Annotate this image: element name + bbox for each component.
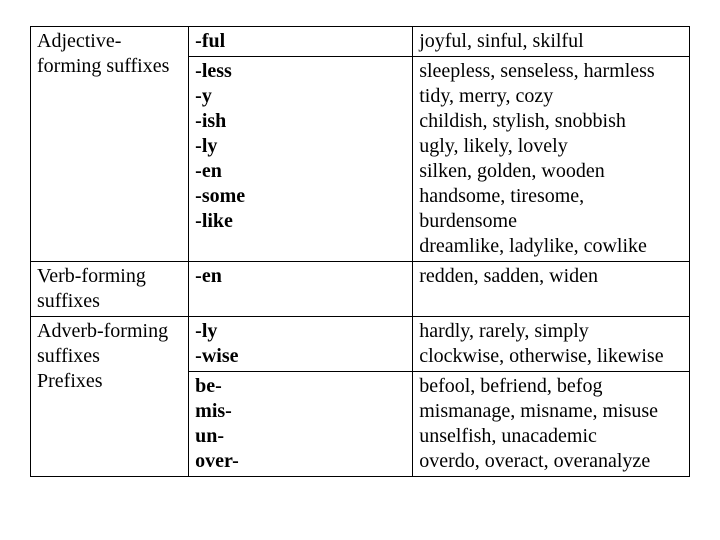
affix-cell: -ful: [189, 27, 413, 57]
table-row: Verb-forming suffixes -en redden, sadden…: [31, 262, 690, 317]
examples-cell: hardly, rarely, simply clockwise, otherw…: [413, 317, 690, 372]
examples-cell: befool, befriend, befog mismanage, misna…: [413, 372, 690, 477]
affix-cell: -ly -wise: [189, 317, 413, 372]
category-cell: Verb-forming suffixes: [31, 262, 189, 317]
table-row: Adverb-forming suffixes Prefixes -ly -wi…: [31, 317, 690, 372]
affix-cell: -less -y -ish -ly -en -some -like: [189, 57, 413, 262]
category-cell: Adverb-forming suffixes Prefixes: [31, 317, 189, 477]
category-cell: Adjective-forming suffixes: [31, 27, 189, 262]
affix-table: Adjective-forming suffixes -ful joyful, …: [30, 26, 690, 477]
affix-cell: -en: [189, 262, 413, 317]
table-row: Adjective-forming suffixes -ful joyful, …: [31, 27, 690, 57]
examples-cell: redden, sadden, widen: [413, 262, 690, 317]
examples-cell: sleepless, senseless, harmless tidy, mer…: [413, 57, 690, 262]
affix-cell: be- mis- un- over-: [189, 372, 413, 477]
examples-cell: joyful, sinful, skilful: [413, 27, 690, 57]
